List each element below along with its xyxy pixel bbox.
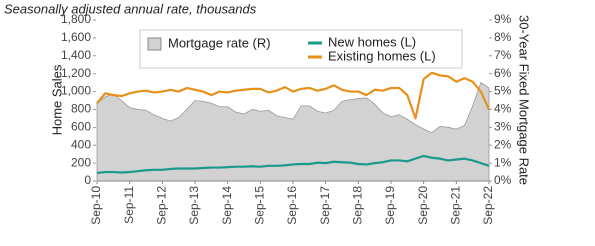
y2-axis-title: 30-Year Fixed Mortgage Rate xyxy=(517,15,532,185)
x-tick-label: Sep-11 xyxy=(122,186,136,224)
y2-tick-label: 1% xyxy=(494,155,512,169)
x-tick-label: Sep-15 xyxy=(253,186,267,225)
legend-box xyxy=(139,29,463,69)
y2-tick-label: 3% xyxy=(494,120,512,134)
y2-tick-label: 0% xyxy=(494,173,512,187)
y2-tick-label: 8% xyxy=(494,30,512,44)
y2-tick-label: 4% xyxy=(494,102,512,116)
x-tick-label: Sep-21 xyxy=(449,186,463,225)
x-tick-label: Sep-18 xyxy=(351,186,365,225)
y-tick-label: 200 xyxy=(71,155,91,169)
x-tick-label: Sep-13 xyxy=(187,186,201,225)
y2-tick-label: 7% xyxy=(494,48,512,62)
line xyxy=(96,71,491,120)
legend-label: New homes (L) xyxy=(328,34,416,49)
x-tick-label: Sep-17 xyxy=(318,186,332,225)
area xyxy=(96,81,490,182)
y-tick-label: 800 xyxy=(71,102,91,116)
y2-tick-label: 6% xyxy=(494,66,512,80)
y-tick-label: 1,200 xyxy=(61,66,91,80)
legend-label: Existing homes (L) xyxy=(328,48,436,63)
y-tick-label: 1,800 xyxy=(61,12,91,26)
y2-tick-label: 9% xyxy=(494,12,512,26)
x-tick-label: Sep-20 xyxy=(416,186,430,225)
chart-title: Seasonally adjusted annual rate, thousan… xyxy=(4,1,257,16)
x-tick-label: Sep-12 xyxy=(155,186,169,225)
x-tick-label: Sep-14 xyxy=(220,186,234,225)
y-tick-label: 1,000 xyxy=(61,84,91,98)
y-tick-label: 1,400 xyxy=(61,48,91,62)
x-tick-label: Sep-16 xyxy=(285,186,299,225)
y-tick-label: 1,600 xyxy=(61,30,91,44)
x-tick-label: Sep-19 xyxy=(383,186,397,225)
y-axis-title: Home Sales xyxy=(49,64,64,135)
x-tick-label: Sep-22 xyxy=(481,186,495,225)
y-tick-label: 400 xyxy=(71,137,91,151)
legend-swatch xyxy=(147,37,162,51)
legend-label: Mortgage rate (R) xyxy=(168,35,271,50)
x-tick-label: Sep-10 xyxy=(89,186,103,225)
y2-tick-label: 2% xyxy=(494,137,512,151)
line xyxy=(96,154,490,175)
y2-tick-label: 5% xyxy=(494,84,512,98)
y-tick-label: 600 xyxy=(71,120,91,134)
y-tick-label: 0 xyxy=(84,173,91,187)
